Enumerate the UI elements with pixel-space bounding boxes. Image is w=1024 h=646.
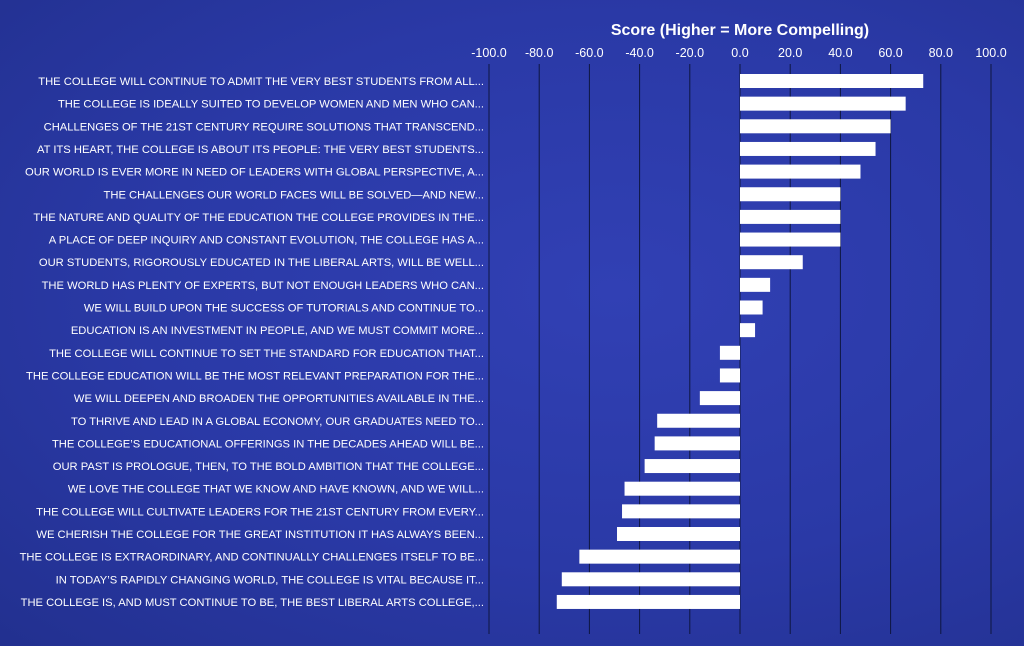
bar bbox=[740, 187, 841, 202]
bar bbox=[740, 323, 756, 338]
bar bbox=[622, 504, 740, 519]
category-label: THE CHALLENGES OUR WORLD FACES WILL BE S… bbox=[104, 189, 484, 201]
category-label: THE COLLEGE IS EXTRAORDINARY, AND CONTIN… bbox=[20, 552, 484, 564]
x-tick-label: -80.0 bbox=[525, 46, 554, 60]
category-label: AT ITS HEART, THE COLLEGE IS ABOUT ITS P… bbox=[37, 144, 484, 156]
x-tick-label: -40.0 bbox=[625, 46, 654, 60]
bar bbox=[740, 277, 771, 292]
x-tick-label: 0.0 bbox=[731, 46, 748, 60]
category-label: THE COLLEGE EDUCATION WILL BE THE MOST R… bbox=[26, 370, 484, 382]
category-label: WE WILL BUILD UPON THE SUCCESS OF TUTORI… bbox=[84, 303, 484, 315]
category-label: WE LOVE THE COLLEGE THAT WE KNOW AND HAV… bbox=[68, 484, 484, 496]
category-label: IN TODAY’S RAPIDLY CHANGING WORLD, THE C… bbox=[56, 574, 484, 586]
category-label: A PLACE OF DEEP INQUIRY AND CONSTANT EVO… bbox=[49, 235, 484, 247]
bar bbox=[617, 527, 740, 541]
bar bbox=[740, 232, 841, 247]
bar bbox=[740, 141, 876, 156]
category-label: THE COLLEGE IS IDEALLY SUITED TO DEVELOP… bbox=[58, 99, 484, 111]
x-tick-label: 100.0 bbox=[975, 46, 1006, 60]
category-label: OUR PAST IS PROLOGUE, THEN, TO THE BOLD … bbox=[53, 461, 484, 473]
category-label: WE WILL DEEPEN AND BROADEN THE OPPORTUNI… bbox=[74, 393, 484, 405]
bar bbox=[740, 119, 891, 134]
category-label: CHALLENGES OF THE 21ST CENTURY REQUIRE S… bbox=[44, 121, 484, 133]
bar bbox=[654, 436, 740, 451]
x-tick-label: -20.0 bbox=[676, 46, 705, 60]
chart-title: Score (Higher = More Compelling) bbox=[611, 22, 869, 39]
bar bbox=[579, 549, 740, 564]
category-label: THE COLLEGE’S EDUCATIONAL OFFERINGS IN T… bbox=[52, 438, 484, 450]
bar bbox=[624, 481, 740, 496]
x-tick-label: 20.0 bbox=[778, 46, 802, 60]
bar bbox=[556, 594, 740, 609]
bar bbox=[699, 391, 740, 406]
x-tick-label: -100.0 bbox=[471, 46, 506, 60]
bar bbox=[719, 368, 740, 383]
bar bbox=[740, 255, 803, 270]
category-label: THE NATURE AND QUALITY OF THE EDUCATION … bbox=[33, 212, 484, 224]
category-label: OUR STUDENTS, RIGOROUSLY EDUCATED IN THE… bbox=[39, 257, 484, 269]
category-label: WE CHERISH THE COLLEGE FOR THE GREAT INS… bbox=[36, 529, 484, 541]
category-labels: THE COLLEGE WILL CONTINUE TO ADMIT THE V… bbox=[20, 76, 484, 609]
category-label: THE COLLEGE WILL CONTINUE TO SET THE STA… bbox=[49, 348, 484, 360]
x-tick-label: 80.0 bbox=[929, 46, 953, 60]
bar bbox=[644, 459, 740, 474]
x-tick-label: 40.0 bbox=[828, 46, 852, 60]
bar bbox=[561, 572, 740, 587]
bar bbox=[740, 74, 924, 88]
category-label: THE WORLD HAS PLENTY OF EXPERTS, BUT NOT… bbox=[42, 280, 484, 292]
bar bbox=[657, 413, 740, 428]
bar bbox=[740, 96, 906, 111]
bar bbox=[719, 345, 740, 360]
x-tick-label: 60.0 bbox=[878, 46, 902, 60]
category-label: THE COLLEGE IS, AND MUST CONTINUE TO BE,… bbox=[21, 597, 484, 609]
category-label: TO THRIVE AND LEAD IN A GLOBAL ECONOMY, … bbox=[71, 416, 484, 428]
category-label: EDUCATION IS AN INVESTMENT IN PEOPLE, AN… bbox=[71, 325, 484, 337]
bars bbox=[556, 74, 924, 609]
category-label: THE COLLEGE WILL CULTIVATE LEADERS FOR T… bbox=[36, 506, 484, 518]
x-axis-ticks: -100.0 -80.0 -60.0 -40.0 -20.0 0.0 20.0 40.0 60.… bbox=[471, 46, 1006, 60]
bar bbox=[740, 164, 861, 179]
bar bbox=[740, 300, 763, 315]
bar bbox=[740, 209, 841, 224]
category-label: OUR WORLD IS EVER MORE IN NEED OF LEADER… bbox=[25, 167, 484, 179]
category-label: THE COLLEGE WILL CONTINUE TO ADMIT THE V… bbox=[38, 76, 484, 88]
x-tick-label: -60.0 bbox=[575, 46, 604, 60]
